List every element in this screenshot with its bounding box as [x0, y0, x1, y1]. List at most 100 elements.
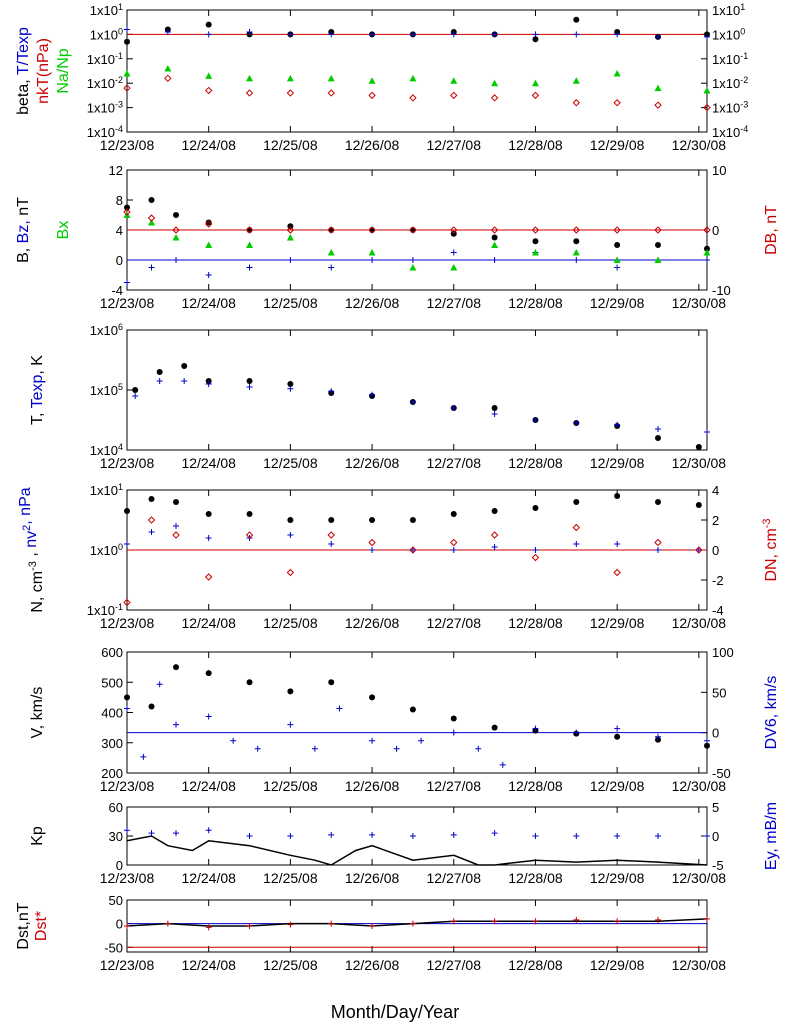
panel-density-series-2-point: [204, 573, 213, 581]
panel-beta-ytick-label: 1x10-2: [87, 75, 123, 91]
panel-density-series-2-point: [172, 531, 180, 539]
panel-temp-series-0-point: [156, 369, 163, 375]
panel-density-series-0-point: [695, 502, 702, 508]
panel-beta-series-2-point: [572, 77, 580, 84]
panel-beta-y2tick-label: 1x10-2: [712, 75, 748, 91]
panel-dst-ytick-label: 50: [109, 893, 123, 908]
panel-dst-series-1-point: [409, 920, 416, 927]
panel-beta-ytick-label: 1x100: [90, 26, 123, 42]
panel-mag-ylabel: B, Bz, nT: [15, 197, 32, 263]
panel-mag-series-1-point: [614, 264, 621, 271]
panel-temp-series-1-point: [532, 417, 539, 423]
panel-beta-series-3-point: [204, 86, 213, 95]
panel-density-series-0-point: [205, 511, 212, 517]
panel-density-series-1-point: [573, 541, 580, 547]
panel-mag-series-0-point: [124, 204, 130, 211]
panel-mag-series-0-point: [287, 223, 294, 230]
panel-density-series-0-point: [491, 508, 498, 514]
panel-temp-xtick-label: 12/25/08: [263, 455, 318, 471]
panel-velocity-series-1-point: [573, 729, 580, 736]
panel-density-series-0-point: [573, 499, 580, 505]
panel-velocity-series-0-point: [246, 679, 253, 686]
panel-density-series-2-point: [245, 531, 254, 539]
panel-dst-series-1-point: [369, 923, 376, 929]
panel-dst-xtick-label: 12/27/08: [427, 957, 482, 973]
panel-beta-series-2-point: [654, 84, 662, 92]
panel-velocity-ytick-label: 500: [101, 675, 123, 690]
panel-mag-ylabel-2: DB, nT: [763, 205, 780, 255]
panel-velocity-series-0-point: [491, 724, 498, 731]
panel-mag-series-1-point: [573, 257, 580, 263]
panel-kp-series-1-point: [450, 831, 457, 838]
panel-beta-series-1-point: [328, 31, 335, 38]
panel-kp-ytick-label: 0: [116, 858, 123, 873]
panel-velocity-series-1-point: [704, 737, 710, 744]
panel-mag-xtick-label: 12/30/08: [672, 295, 727, 311]
panel-mag-series-0-point: [328, 227, 335, 233]
panel-density-series-0-point: [246, 511, 253, 517]
panel-density-series-2-point: [654, 538, 662, 547]
panel-beta-series-1-point: [369, 31, 376, 38]
panel-velocity-ylabel-2: DV6, km/s: [763, 676, 780, 750]
panel-density-series-1-point: [614, 541, 621, 547]
panel-temp-series-1-point: [409, 399, 416, 405]
panel-beta-ylabel-2: nkT(nPa): [35, 38, 52, 104]
panel-temp-series-1-point: [704, 429, 710, 435]
panel-beta-series-1-point: [704, 33, 710, 40]
panel-beta-series-1-point: [246, 28, 253, 35]
panel-velocity-y2tick-label: 0: [712, 726, 719, 741]
panel-mag-series-2-point: [286, 234, 294, 241]
panel-beta-series-3-point: [327, 89, 335, 97]
panel-mag-series-0-point: [173, 212, 180, 218]
panel-temp-series-0-point: [246, 378, 253, 384]
panel-mag-series-0-point: [246, 227, 253, 233]
panel-density-series-0-point: [369, 517, 376, 523]
panel-density-y2tick-label: -4: [712, 603, 724, 618]
panel-velocity-series-1-point: [311, 745, 318, 752]
panel-velocity-series-1-point: [532, 725, 539, 732]
panel-velocity-ytick-label: 300: [101, 736, 123, 751]
panel-temp-series-0-point: [491, 405, 498, 411]
panel-velocity-series-0-point: [205, 670, 212, 677]
panel-beta-series-2-point: [703, 87, 711, 94]
panel-velocity-series-1-point: [336, 705, 343, 712]
panel-mag-y2tick-label: -10: [712, 283, 731, 298]
panel-mag-xtick-label: 12/24/08: [181, 295, 236, 311]
panel-beta-series-3-point: [286, 89, 295, 97]
panel-mag-series-2-point: [531, 249, 539, 256]
panel-mag-series-2-point: [205, 241, 213, 248]
panel-dst-series-1-point: [573, 916, 580, 923]
panel-kp-series-1-point: [124, 827, 130, 834]
panel-beta-series-1-point: [409, 31, 416, 38]
panel-beta-ylabel: beta, T/Texp: [15, 27, 32, 115]
panel-mag-series-2-point: [654, 256, 662, 263]
panel-beta-series-0-point: [124, 38, 130, 45]
panel-kp-series-1-point: [654, 833, 661, 839]
panel-mag-series-1-point: [287, 257, 294, 263]
panel-density-series-2-point: [450, 538, 458, 547]
panel-velocity-series-0-point: [173, 664, 180, 671]
panel-density-series-1-point: [654, 547, 661, 553]
panel-mag-y2tick-label: 10: [712, 163, 726, 178]
panel-beta-series-3-point: [123, 84, 131, 92]
panel-density-series-2-point: [695, 546, 703, 554]
panel-mag-series-3-point: [572, 226, 581, 234]
panel-kp-xtick-label: 12/29/08: [590, 870, 645, 886]
panel-kp-xtick-label: 12/28/08: [508, 870, 563, 886]
panel-mag-ytick-label: -4: [111, 283, 123, 298]
panel-beta-ytick-label: 1x10-1: [87, 51, 123, 67]
panel-density-series-2-point: [327, 531, 335, 539]
panel-temp-series-1-point: [156, 378, 163, 384]
panel-kp-series-1-point: [328, 831, 335, 838]
panel-density-xtick-label: 12/30/08: [672, 615, 727, 631]
panel-mag-series-2-point: [491, 241, 499, 248]
panel-beta-series-3-point: [164, 74, 172, 83]
panel-beta-series-2-point: [123, 69, 131, 77]
panel-mag-series-1-point: [450, 249, 457, 256]
panel-mag-series-2-point: [327, 249, 335, 256]
panel-beta-xtick-label: 12/27/08: [427, 137, 482, 153]
panel-mag-series-2-point: [368, 249, 376, 256]
panel-velocity-series-1-point: [654, 733, 661, 740]
panel-mag-series-2-point: [172, 234, 180, 241]
